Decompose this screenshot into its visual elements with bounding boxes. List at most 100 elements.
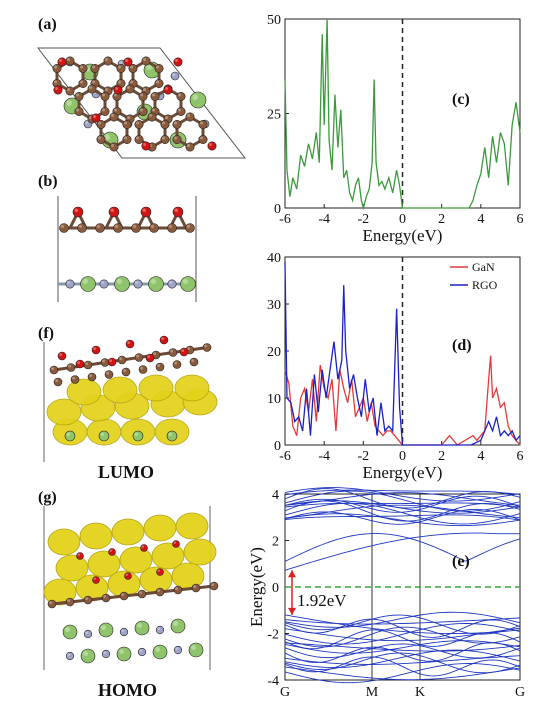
gallium-atom-shine [150, 278, 156, 284]
carbon-atom-shine [124, 121, 127, 125]
carbon-atom-shine [200, 121, 203, 125]
oxygen-atom-shine [93, 347, 96, 350]
carbon-atom [103, 56, 113, 66]
homo-structure [43, 506, 219, 670]
nitrogen-atom [83, 629, 93, 639]
carbon-atom [198, 120, 208, 130]
gallium-atom-shine [168, 432, 172, 436]
panel-label-d: (d) [452, 337, 472, 354]
carbon-atom [95, 223, 105, 233]
carbon-atom-shine [89, 116, 92, 119]
carbon-atom-shine [80, 65, 83, 69]
carbon-atom-shine [67, 599, 70, 602]
carbon-atom-shine [140, 93, 143, 97]
gallium-atom-shine [101, 625, 107, 630]
carbon-atom-shine [178, 108, 181, 112]
conduction-band [284, 490, 521, 512]
gallium-atom-shine [104, 134, 110, 140]
carbon-atom [65, 597, 75, 607]
gallium-atom [80, 276, 96, 292]
carbon-atom [128, 64, 138, 74]
carbon-atom [189, 357, 199, 367]
carbon-atom [155, 587, 165, 597]
nitrogen-atom [137, 647, 147, 657]
carbon-atom-shine [150, 224, 154, 228]
orbital-lobe [87, 550, 121, 578]
gallium-atom [62, 624, 78, 640]
carbon-atom-shine [121, 593, 124, 596]
carbon-atom [134, 135, 144, 145]
carbon-atom-shine [114, 93, 118, 97]
carbon-atom-shine [162, 136, 165, 140]
homo-label: HOMO [98, 680, 157, 700]
x-tick-label: -2 [357, 212, 369, 227]
carbon-atom-shine [200, 136, 203, 140]
conduction-band [284, 502, 521, 525]
gallium-atom-shine [82, 278, 88, 284]
carbon-atom-shine [49, 601, 52, 604]
carbon-atom-shine [78, 224, 83, 228]
y-tick-label: 0 [274, 202, 281, 217]
carbon-atom [100, 92, 110, 102]
y-tick-label: 0 [272, 581, 279, 596]
panel-label-f: (f) [38, 325, 54, 342]
valence-band [284, 617, 521, 625]
carbon-atom [131, 223, 141, 233]
oxygen-atom [173, 57, 183, 67]
carbon-atom-shine [168, 224, 172, 228]
oxygen-atom-shine [59, 353, 62, 356]
x-tick-label: 2 [438, 449, 445, 464]
carbon-atom [154, 79, 164, 89]
oxygen-atom [53, 85, 63, 95]
gap-arrow-head-down [288, 607, 296, 615]
oxygen-atom [125, 339, 135, 349]
carbon-atom [119, 591, 129, 601]
oxygen-atom-shine [77, 553, 80, 557]
orbital-lobe [66, 378, 102, 406]
carbon-atom [109, 142, 119, 152]
oxygen-atom [92, 576, 100, 584]
x-tick-label: -2 [357, 449, 369, 464]
gallium-atom-shine [66, 100, 72, 106]
panel-label-b: (b) [38, 173, 58, 190]
top-view-structure [36, 47, 247, 159]
gallium-atom [170, 618, 186, 634]
carbon-atom-shine [140, 108, 143, 112]
nitrogen-atom-shine [139, 649, 142, 652]
carbon-atom-shine [174, 361, 178, 365]
gallium-atom-shine [83, 651, 89, 656]
legend-label: GaN [472, 260, 495, 274]
valence-band [284, 642, 521, 664]
carbon-atom [173, 585, 183, 595]
carbon-atom [96, 135, 106, 145]
y-tick-label: 2 [272, 535, 279, 550]
y-tick-label: -2 [267, 628, 279, 643]
gallium-atom [114, 276, 130, 292]
x-tick-label: -4 [318, 212, 330, 227]
carbon-atom [167, 223, 177, 233]
valence-band [284, 618, 521, 638]
oxygen-atom [156, 568, 164, 576]
conduction-band [284, 500, 521, 514]
conduction-band [284, 533, 521, 562]
series-line-RGO [284, 261, 521, 446]
nitrogen-atom-shine [175, 647, 178, 650]
valence-band [284, 652, 521, 674]
carbon-atom-shine [105, 58, 108, 61]
carbon-atom [150, 92, 160, 102]
oxygen-atom-shine [115, 87, 118, 90]
carbon-atom-shine [51, 367, 54, 370]
carbon-atom-shine [165, 116, 168, 119]
nitrogen-atom [170, 71, 180, 81]
conduction-band [284, 504, 521, 519]
carbon-atom [185, 223, 195, 233]
carbon-atom [87, 372, 97, 382]
y-tick-label: 40 [267, 251, 281, 266]
x-axis-label: Energy(eV) [363, 463, 443, 482]
carbon-atom [121, 367, 131, 377]
oxygen-atom [108, 548, 116, 556]
carbon-atom [78, 79, 88, 89]
orbital-lobe [46, 398, 82, 426]
oxygen-atom-shine [93, 115, 96, 118]
